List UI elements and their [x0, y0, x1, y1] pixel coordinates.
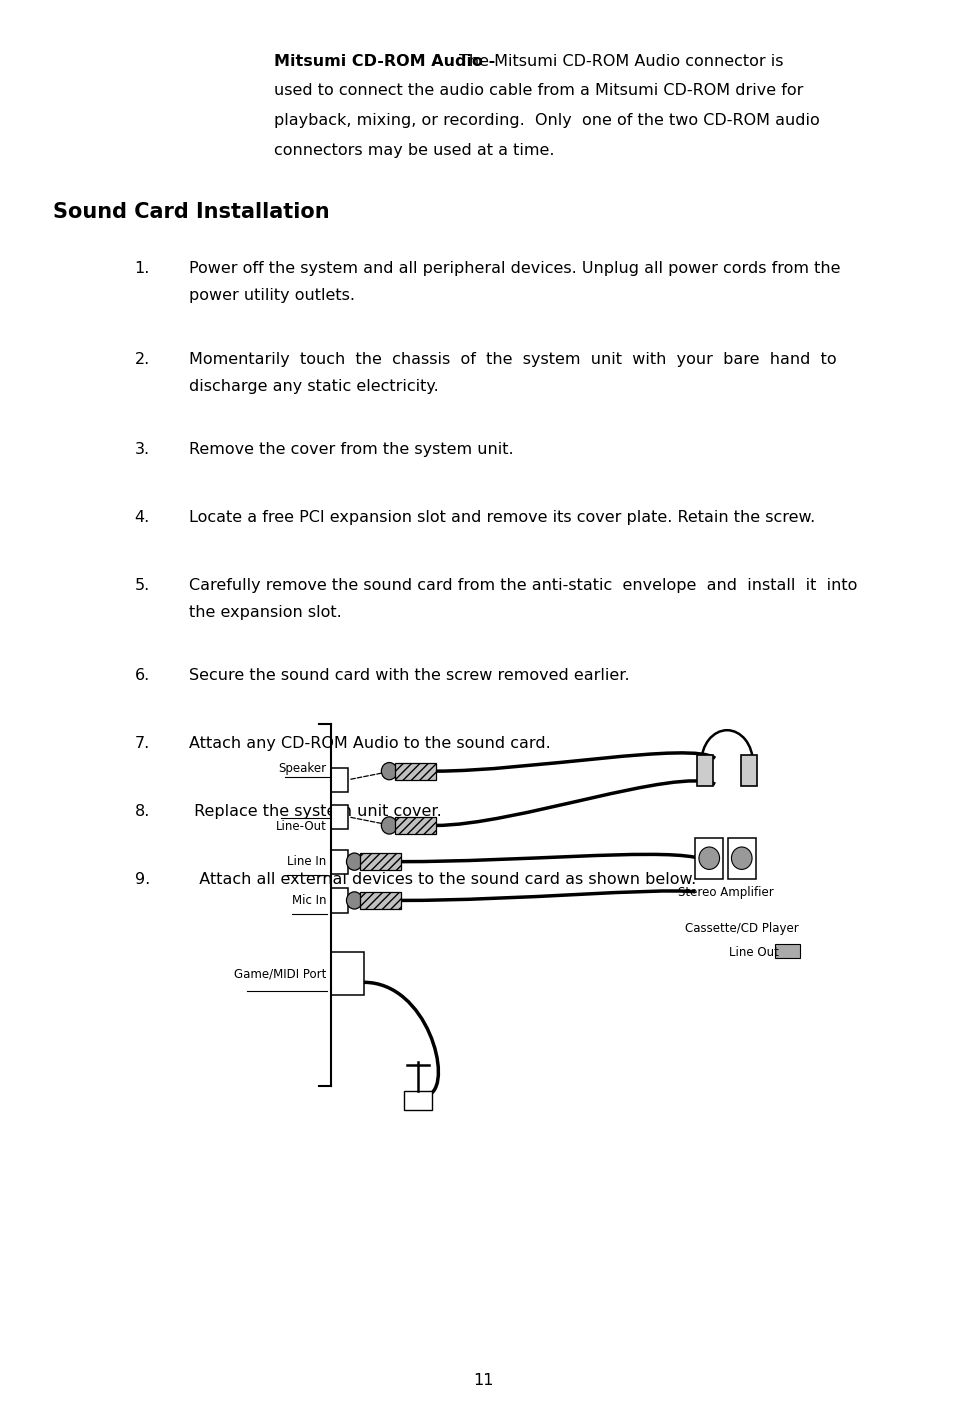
Text: 3.: 3.	[134, 442, 150, 458]
Text: Mic In: Mic In	[292, 894, 327, 907]
Text: Momentarily  touch  the  chassis  of  the  system  unit  with  your  bare  hand : Momentarily touch the chassis of the sys…	[189, 352, 836, 367]
Text: the expansion slot.: the expansion slot.	[189, 605, 341, 620]
Text: connectors may be used at a time.: connectors may be used at a time.	[274, 143, 554, 158]
Text: Attach any CD-ROM Audio to the sound card.: Attach any CD-ROM Audio to the sound car…	[189, 736, 550, 752]
Bar	[331, 952, 364, 995]
Text: 9.: 9.	[134, 872, 150, 887]
Text: Carefully remove the sound card from the anti-static  envelope  and  install  it: Carefully remove the sound card from the…	[189, 578, 857, 593]
Text: 7.: 7.	[134, 736, 150, 752]
Text: Remove the cover from the system unit.: Remove the cover from the system unit.	[189, 442, 513, 458]
Bar	[331, 849, 348, 873]
Bar	[742, 755, 757, 786]
Bar	[403, 1091, 432, 1109]
Text: The Mitsumi CD-ROM Audio connector is: The Mitsumi CD-ROM Audio connector is	[459, 54, 784, 69]
Bar	[331, 805, 348, 829]
Text: Line In: Line In	[287, 855, 327, 868]
Circle shape	[699, 846, 719, 869]
Text: Line Out: Line Out	[729, 947, 778, 959]
Text: 2.: 2.	[134, 352, 150, 367]
Text: Sound Card Installation: Sound Card Installation	[53, 202, 330, 222]
Text: power utility outlets.: power utility outlets.	[189, 288, 355, 304]
Circle shape	[346, 853, 363, 870]
Text: Locate a free PCI expansion slot and remove its cover plate. Retain the screw.: Locate a free PCI expansion slot and rem…	[189, 510, 815, 526]
Bar	[360, 853, 401, 870]
Bar	[331, 889, 348, 913]
Text: 8.: 8.	[134, 804, 150, 820]
Bar	[395, 763, 436, 780]
Bar	[728, 838, 755, 879]
Circle shape	[731, 846, 752, 869]
Text: Mitsumi CD-ROM Audio -: Mitsumi CD-ROM Audio -	[274, 54, 501, 69]
Text: 5.: 5.	[134, 578, 150, 593]
Text: Cassette/CD Player: Cassette/CD Player	[685, 921, 799, 935]
Circle shape	[346, 892, 363, 909]
Bar	[395, 817, 436, 834]
Text: 1.: 1.	[134, 261, 150, 277]
Text: used to connect the audio cable from a Mitsumi CD-ROM drive for: used to connect the audio cable from a M…	[274, 83, 803, 99]
Text: Secure the sound card with the screw removed earlier.: Secure the sound card with the screw rem…	[189, 668, 630, 684]
Text: Power off the system and all peripheral devices. Unplug all power cords from the: Power off the system and all peripheral …	[189, 261, 840, 277]
Text: 11: 11	[473, 1372, 494, 1388]
Text: Stereo Amplifier: Stereo Amplifier	[678, 886, 774, 899]
Text: Speaker: Speaker	[278, 763, 327, 776]
Bar	[331, 767, 348, 791]
Text: Line-Out: Line-Out	[276, 821, 327, 834]
Circle shape	[381, 817, 397, 834]
Circle shape	[381, 763, 397, 780]
Bar	[360, 892, 401, 909]
Bar	[775, 944, 800, 958]
Text: 4.: 4.	[134, 510, 150, 526]
Text: Attach all external devices to the sound card as shown below.: Attach all external devices to the sound…	[189, 872, 696, 887]
Text: 6.: 6.	[134, 668, 150, 684]
Bar	[695, 838, 723, 879]
Text: discharge any static electricity.: discharge any static electricity.	[189, 379, 438, 394]
Bar	[697, 755, 713, 786]
Text: playback, mixing, or recording.  Only  one of the two CD-ROM audio: playback, mixing, or recording. Only one…	[274, 113, 819, 129]
Text: Replace the system unit cover.: Replace the system unit cover.	[189, 804, 441, 820]
Text: Game/MIDI Port: Game/MIDI Port	[234, 966, 327, 981]
